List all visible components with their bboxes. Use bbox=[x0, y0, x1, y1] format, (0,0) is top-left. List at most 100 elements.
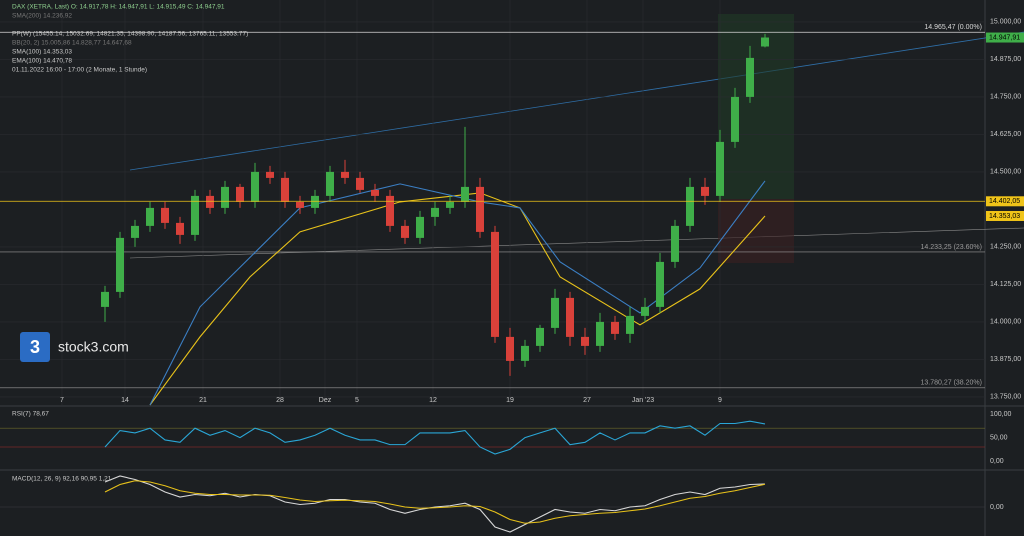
candle-body bbox=[536, 327, 544, 346]
candle-body bbox=[686, 186, 694, 226]
candle-body bbox=[431, 207, 439, 217]
rsi-tick-label: 50,00 bbox=[990, 434, 1008, 441]
header-line: EMA(100) 14.470,78 bbox=[12, 58, 72, 65]
candle-body bbox=[206, 195, 214, 208]
header-line: PP(W) (15455.14, 15032.69, 14821.35, 143… bbox=[12, 31, 248, 38]
price-tag-label: 14.402,05 bbox=[989, 198, 1020, 205]
candle-body bbox=[221, 186, 229, 208]
logo-mark bbox=[20, 332, 50, 362]
rsi-tick-label: 100,00 bbox=[990, 411, 1012, 418]
candle-body bbox=[566, 297, 574, 337]
candle-body bbox=[731, 96, 739, 142]
moving-average bbox=[149, 180, 766, 406]
candle-body bbox=[626, 315, 634, 334]
logo-text: stock3.com bbox=[58, 339, 129, 355]
x-tick-label: 21 bbox=[199, 397, 207, 404]
y-tick-label: 14.625,00 bbox=[990, 131, 1021, 138]
candle-body bbox=[101, 291, 109, 307]
y-tick-label: 14.250,00 bbox=[990, 244, 1021, 251]
x-tick-label: 5 bbox=[355, 397, 359, 404]
candle-body bbox=[176, 222, 184, 235]
logo: 3 stock3.com bbox=[20, 332, 129, 362]
x-tick-label: 19 bbox=[506, 397, 514, 404]
header-line: SMA(200) 14.236,92 bbox=[12, 13, 72, 20]
y-tick-label: 14.000,00 bbox=[990, 319, 1021, 326]
header: DAX (XETRA, Last) O: 14.917,78 H: 14.947… bbox=[12, 4, 248, 74]
candle-body bbox=[716, 141, 724, 196]
x-tick-label: 7 bbox=[60, 397, 64, 404]
level-label: 14.965,47 (0.00%) bbox=[924, 24, 982, 31]
price-tag bbox=[986, 196, 1024, 207]
candle-body bbox=[356, 177, 364, 190]
candle-body bbox=[671, 225, 679, 262]
candle-body bbox=[281, 177, 289, 202]
candle-body bbox=[341, 171, 349, 178]
candle-body bbox=[521, 345, 529, 361]
candle-body bbox=[476, 186, 484, 232]
rsi-title: RSI(7) 78,67 bbox=[12, 411, 49, 418]
y-tick-label: 14.500,00 bbox=[990, 169, 1021, 176]
candle-body bbox=[191, 195, 199, 235]
candle-body bbox=[266, 171, 274, 178]
x-tick-label: 12 bbox=[429, 397, 437, 404]
level-label: 14.233,25 (23.60%) bbox=[921, 244, 983, 251]
header-line: 01.11.2022 16:00 - 17:00 (2 Monate, 1 St… bbox=[12, 67, 147, 74]
candle-body bbox=[311, 195, 319, 208]
macd-line bbox=[104, 480, 766, 524]
x-tick-label: 27 bbox=[583, 397, 591, 404]
target-zone bbox=[718, 14, 794, 199]
macd-title: MACD(12, 26, 9) 92,16 90,95 1,21 bbox=[12, 476, 112, 483]
candle-body bbox=[326, 171, 334, 196]
candle-body bbox=[401, 225, 409, 238]
rsi-line bbox=[104, 420, 766, 455]
candle-body bbox=[386, 195, 394, 226]
logo-glyph: 3 bbox=[30, 337, 40, 357]
candle-body bbox=[116, 237, 124, 292]
candle-body bbox=[371, 189, 379, 196]
x-tick-label: Jan '23 bbox=[632, 397, 654, 404]
header-line: BB(20, 2) 15.005,86 14.828,77 14.647,68 bbox=[12, 40, 132, 47]
y-tick-label: 14.750,00 bbox=[990, 94, 1021, 101]
candle-body bbox=[251, 171, 259, 202]
price-tag-label: 14.353,03 bbox=[989, 213, 1020, 220]
candle-body bbox=[551, 297, 559, 328]
candle-body bbox=[656, 261, 664, 307]
candle-body bbox=[596, 321, 604, 346]
candle-body bbox=[491, 231, 499, 337]
header-line: DAX (XETRA, Last) O: 14.917,78 H: 14.947… bbox=[12, 4, 225, 11]
candle-body bbox=[761, 37, 769, 47]
price-tag bbox=[986, 32, 1024, 43]
level-label: 13.780,27 (38.20%) bbox=[921, 380, 983, 387]
y-tick-label: 14.125,00 bbox=[990, 281, 1021, 288]
macd-tick-label: 0,00 bbox=[990, 504, 1004, 511]
candle-body bbox=[506, 336, 514, 361]
candle-body bbox=[641, 306, 649, 316]
candle-body bbox=[131, 225, 139, 238]
trend-line bbox=[129, 31, 1024, 171]
candle-body bbox=[446, 201, 454, 208]
candle-body bbox=[461, 186, 469, 202]
price-tag bbox=[986, 210, 1024, 221]
candle-body bbox=[416, 216, 424, 238]
candle-body bbox=[161, 207, 169, 223]
candle-body bbox=[611, 321, 619, 334]
trend-line bbox=[129, 227, 1024, 259]
candle-body bbox=[236, 186, 244, 202]
y-tick-label: 13.875,00 bbox=[990, 356, 1021, 363]
y-tick-label: 15.000,00 bbox=[990, 19, 1021, 26]
candle-body bbox=[581, 336, 589, 346]
x-tick-label: 9 bbox=[718, 397, 722, 404]
x-tick-label: Dez bbox=[319, 397, 332, 404]
header-line: SMA(100) 14.353,03 bbox=[12, 49, 72, 56]
stop-zone bbox=[718, 199, 794, 263]
candle-body bbox=[296, 201, 304, 208]
candle-body bbox=[146, 207, 154, 226]
rsi-tick-label: 0,00 bbox=[990, 458, 1004, 465]
x-tick-label: 14 bbox=[121, 397, 129, 404]
y-tick-label: 14.875,00 bbox=[990, 56, 1021, 63]
candle-body bbox=[701, 186, 709, 196]
x-tick-label: 28 bbox=[276, 397, 284, 404]
y-tick-label: 13.750,00 bbox=[990, 394, 1021, 401]
